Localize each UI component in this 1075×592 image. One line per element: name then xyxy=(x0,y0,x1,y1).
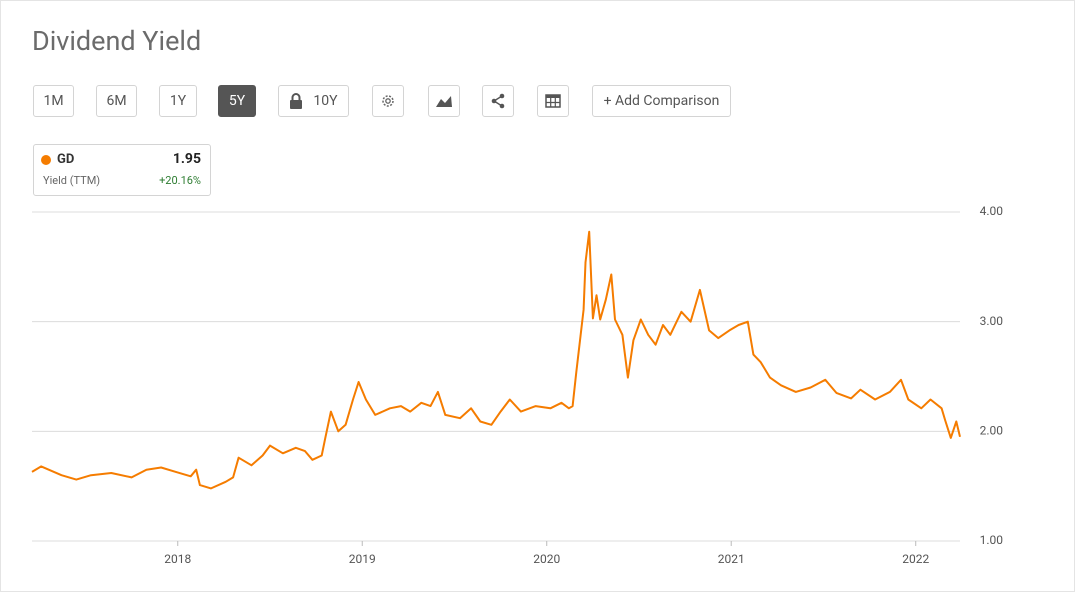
range-button[interactable]: 1Y xyxy=(159,85,197,117)
x-tick-label: 2022 xyxy=(902,552,929,566)
share-button[interactable] xyxy=(482,85,514,117)
page-title: Dividend Yield xyxy=(32,25,202,57)
range-button[interactable]: 1M xyxy=(33,85,74,117)
legend-metric: Yield (TTM) xyxy=(43,174,101,187)
y-tick-label: 2.00 xyxy=(980,424,1004,438)
y-tick-label: 4.00 xyxy=(980,204,1004,218)
legend-dot xyxy=(41,155,51,165)
x-tick-label: 2018 xyxy=(164,552,191,566)
x-tick-label: 2019 xyxy=(349,552,376,566)
table-icon xyxy=(545,94,561,108)
settings-button[interactable] xyxy=(372,85,404,117)
add-comparison-button[interactable]: + Add Comparison xyxy=(592,85,731,117)
legend-box: GD 1.95 Yield (TTM) +20.16% xyxy=(33,144,211,196)
chart-type-button[interactable] xyxy=(428,85,460,117)
lock-icon xyxy=(290,93,303,109)
legend-value: 1.95 xyxy=(172,151,201,167)
range-button[interactable]: 6M xyxy=(96,85,137,117)
range-button-locked[interactable]: 10Y xyxy=(278,85,349,117)
area-icon xyxy=(436,96,452,107)
range-label: 10Y xyxy=(313,93,338,109)
legend-symbol: GD xyxy=(57,152,75,167)
x-tick-label: 2021 xyxy=(718,552,745,566)
share-icon xyxy=(491,93,505,109)
gear-icon xyxy=(382,95,394,107)
y-tick-label: 3.00 xyxy=(980,314,1004,328)
legend-change: +20.16% xyxy=(159,174,201,187)
range-button[interactable]: 5Y xyxy=(218,85,256,117)
x-tick-label: 2020 xyxy=(533,552,560,566)
table-button[interactable] xyxy=(537,85,569,117)
y-tick-label: 1.00 xyxy=(980,533,1004,547)
series-line xyxy=(31,230,961,490)
